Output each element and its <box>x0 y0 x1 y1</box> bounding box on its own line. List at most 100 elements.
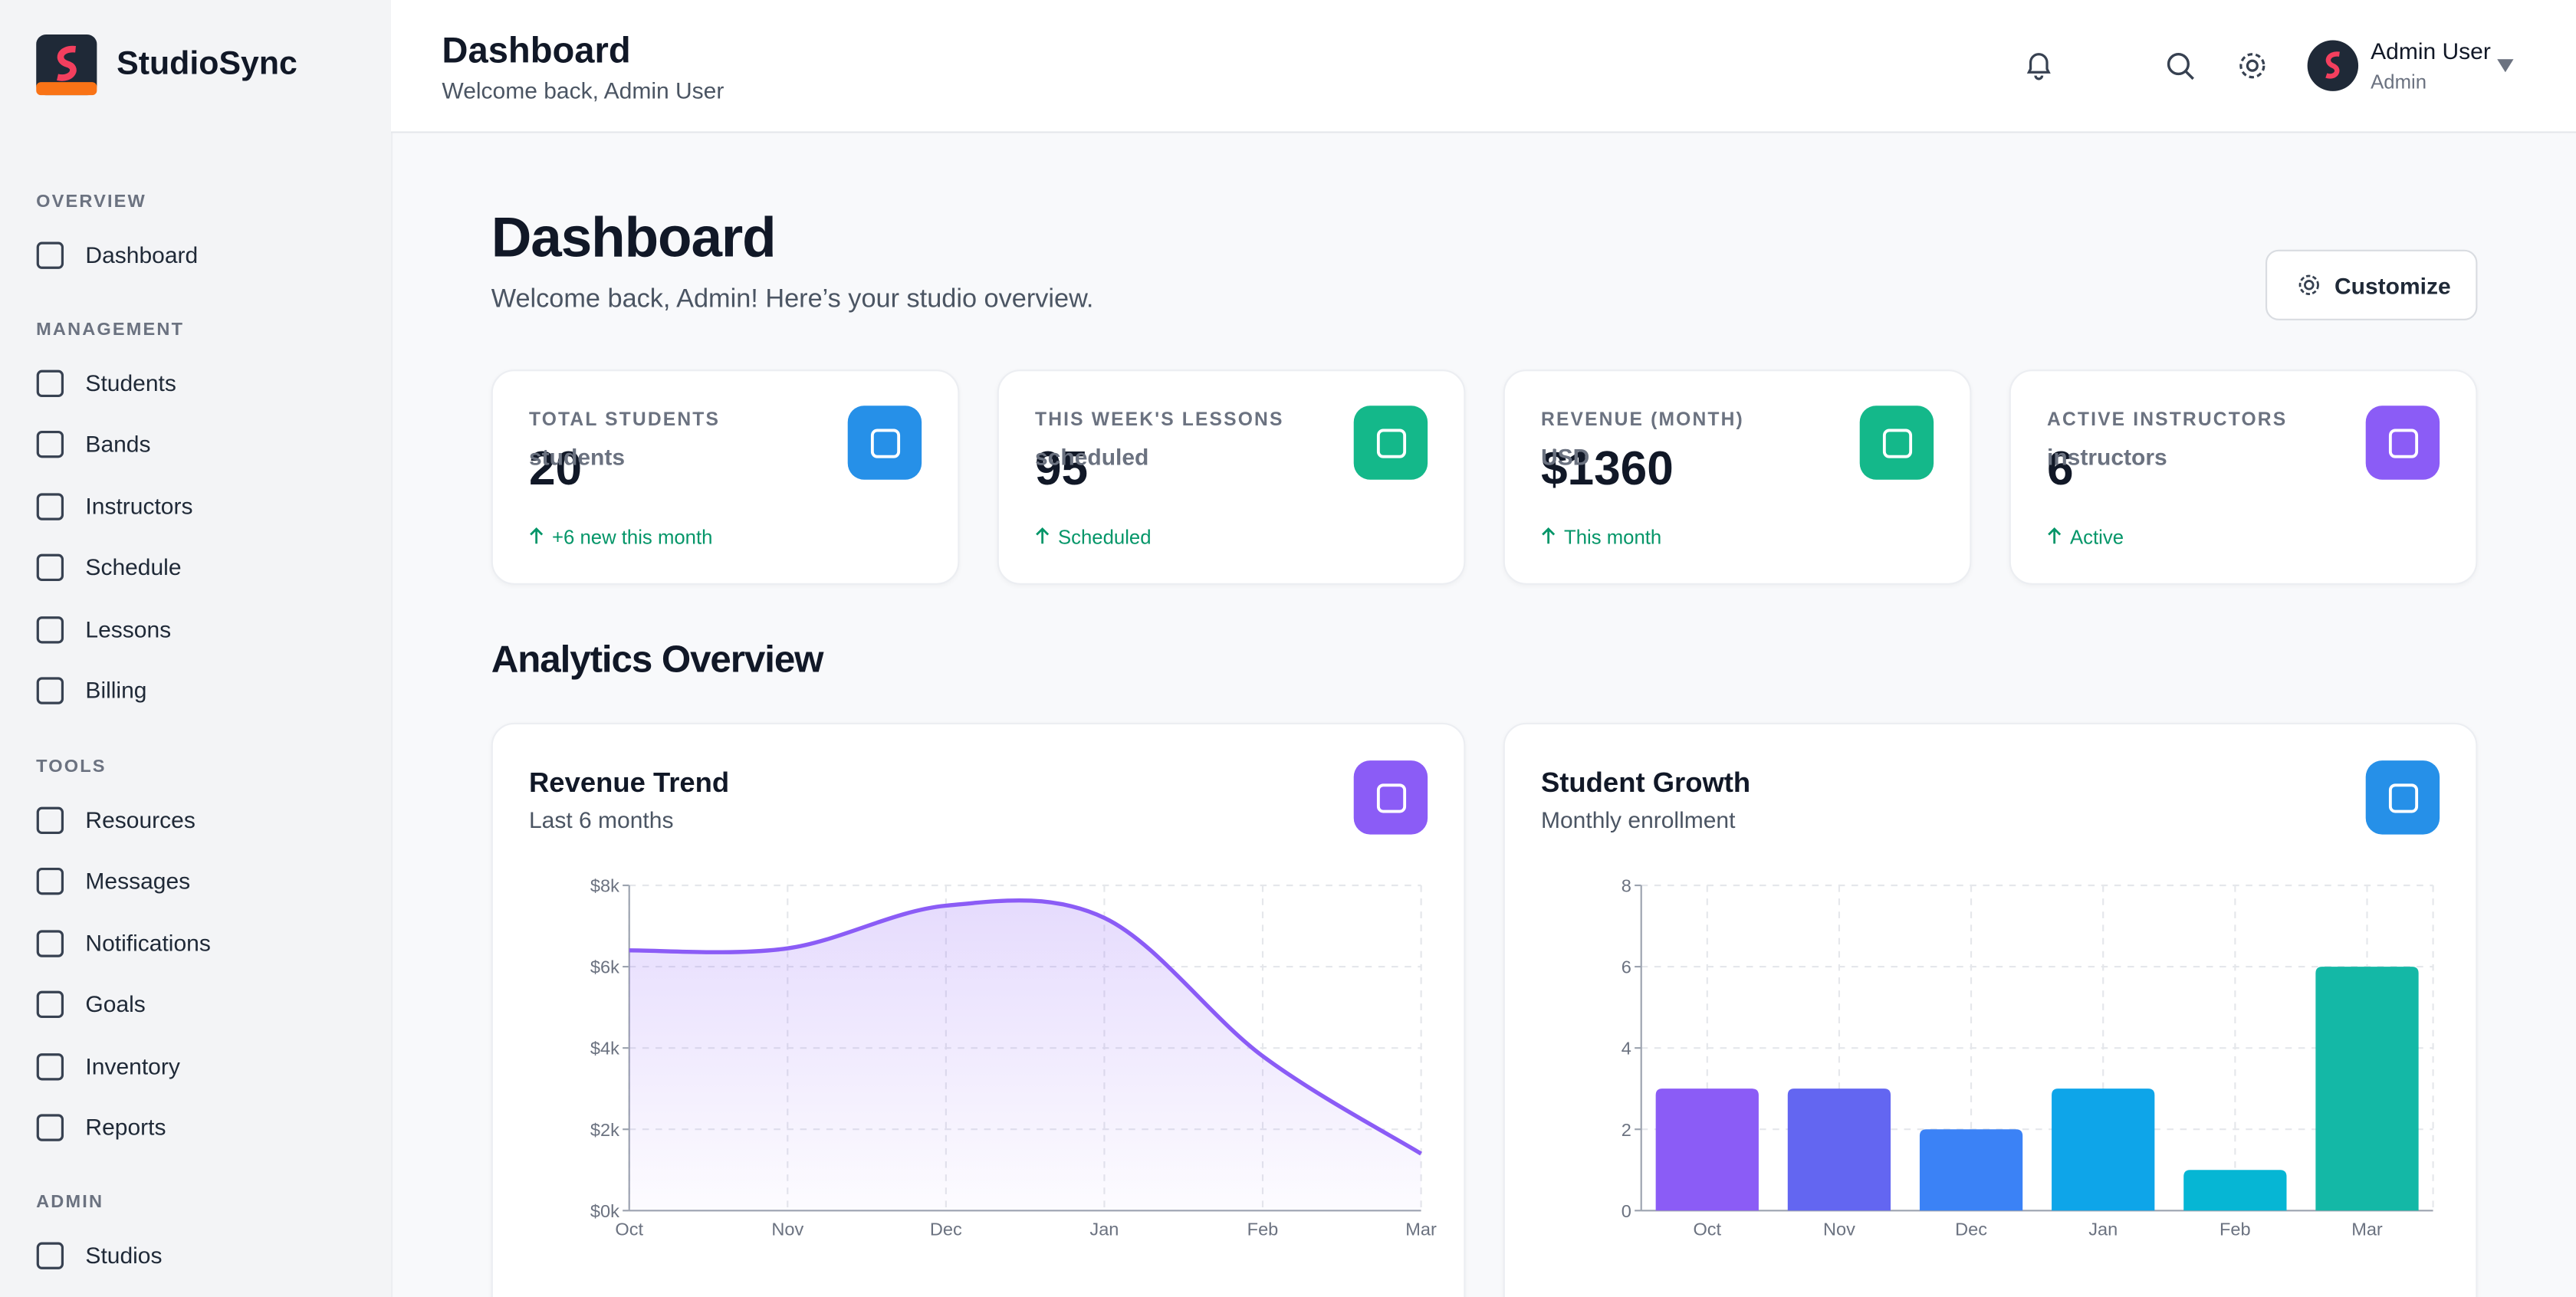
bar <box>2052 1088 2155 1211</box>
chart-card: Student Growth Monthly enrollment 0 2 4 6 8 Oct… <box>1503 722 2478 1297</box>
stat-label: ACTIVE INSTRUCTORS <box>2047 410 2288 431</box>
nav-label: Students <box>85 369 176 396</box>
avatar[interactable] <box>2307 39 2360 92</box>
nav-icon <box>36 1114 64 1141</box>
user-menu-caret[interactable] <box>2497 59 2514 73</box>
stat-label: REVENUE (MONTH) <box>1540 410 1744 431</box>
user-role: Admin <box>2371 71 2427 94</box>
stat-value: $1360 <box>1540 443 1674 497</box>
header: Dashboard Welcome back, Admin User Admin… <box>390 0 2576 133</box>
y-tick-label: $4k <box>590 1039 619 1059</box>
up-arrow-path <box>1036 527 1050 544</box>
nav-item[interactable]: Instructors <box>20 481 372 530</box>
nav-item[interactable]: Reports <box>20 1102 372 1151</box>
stat-icon <box>2365 406 2440 480</box>
stat-value: 6 <box>2047 443 2074 497</box>
gear-icon <box>2298 274 2319 295</box>
up-arrow-path <box>2048 527 2062 544</box>
stat-icon <box>847 406 922 480</box>
nav-label: Instructors <box>85 492 193 519</box>
y-tick-label: $8k <box>590 876 619 896</box>
nav-icon <box>36 492 64 520</box>
nav-icon <box>36 991 64 1019</box>
search-button[interactable] <box>2164 49 2196 82</box>
nav-item[interactable]: Lessons <box>20 604 372 653</box>
chart-icon <box>2365 760 2440 835</box>
x-tick-label: Dec <box>930 1219 962 1239</box>
line <box>629 898 1422 1156</box>
nav-icon <box>36 369 64 398</box>
bar <box>1655 1088 1759 1211</box>
stat-label: THIS WEEK'S LESSONS <box>1035 410 1284 431</box>
stat-icon-glyph <box>2387 428 2417 458</box>
settings-button[interactable] <box>2236 49 2269 82</box>
chart-title: Student Growth <box>1540 767 1751 799</box>
nav-icon-frame <box>36 554 64 582</box>
y-tick-label: 0 <box>1622 1201 1631 1221</box>
nav-icon-frame <box>36 369 64 398</box>
stat-value: 95 <box>1035 443 1089 497</box>
nav-item[interactable]: Bands <box>20 419 372 468</box>
bar <box>1787 1088 1891 1211</box>
x-tick-label: Nov <box>1823 1219 1855 1239</box>
nav-item[interactable]: Dashboard <box>20 230 372 279</box>
nav-label: Inventory <box>85 1052 180 1079</box>
nav-item[interactable]: Billing <box>20 665 372 714</box>
up-arrow-path <box>530 527 544 544</box>
y-tick-label: 4 <box>1622 1039 1631 1059</box>
chart-subtitle: Monthly enrollment <box>1540 806 1736 833</box>
chart-icon-glyph <box>1375 783 1405 813</box>
nav-icon-frame <box>36 241 64 269</box>
x-tick-label: Oct <box>1693 1219 1721 1239</box>
customize-button[interactable]: Customize <box>2266 249 2478 320</box>
nav-item[interactable]: Notifications <box>20 918 372 967</box>
bar <box>2315 967 2419 1211</box>
area <box>629 900 1421 1211</box>
nav-icon-frame <box>36 991 64 1019</box>
nav-icon-frame <box>36 868 64 896</box>
nav-item[interactable]: Inventory <box>20 1041 372 1090</box>
nav-icon-frame <box>36 1052 64 1080</box>
nav-item[interactable]: Students <box>20 358 372 407</box>
nav-item[interactable]: Resources <box>20 795 372 844</box>
stat-unit: instructors <box>2047 443 2167 470</box>
up-arrow <box>1542 527 1556 544</box>
nav-label: Dashboard <box>85 241 199 268</box>
nav-label: Notifications <box>85 929 211 956</box>
sidebar: StudioSync OVERVIEW Dashboard MANAGEMENT St… <box>0 0 393 1297</box>
x-tick-label: Oct <box>615 1219 643 1239</box>
nav-item[interactable]: Studios <box>20 1230 372 1279</box>
nav-icon <box>36 431 64 459</box>
nav-section-title: TOOLS <box>36 757 107 777</box>
nav-icon <box>36 677 64 704</box>
nav-icon <box>36 241 64 269</box>
bar <box>2183 1170 2287 1211</box>
nav-icon-frame <box>36 929 64 957</box>
stat-unit: students <box>529 443 626 470</box>
header-title: Dashboard <box>442 29 631 71</box>
stat-unit: scheduled <box>1035 443 1149 470</box>
stat-note: Active <box>2070 525 2124 549</box>
nav-label: Schedule <box>85 553 182 580</box>
nav-item[interactable]: Messages <box>20 856 372 905</box>
nav-icon-frame <box>36 677 64 704</box>
stat-note: +6 new this month <box>552 525 713 549</box>
nav-icon <box>36 1052 64 1080</box>
nav-item[interactable]: Goals <box>20 980 372 1029</box>
nav-label: Billing <box>85 676 147 704</box>
chart: 0 2 4 6 8 Oct Nov Dec Jan Feb Mar <box>1622 876 2434 1239</box>
x-tick-label: Jan <box>2088 1219 2118 1239</box>
logo <box>36 34 97 96</box>
nav-icon-frame <box>36 431 64 459</box>
page-subtitle: Welcome back, Admin! Here’s your studio … <box>491 285 1094 314</box>
nav-icon-frame <box>36 492 64 520</box>
up-arrow-path <box>1542 527 1556 544</box>
nav-section-title: ADMIN <box>36 1192 104 1213</box>
y-tick-label: 2 <box>1622 1120 1631 1140</box>
nav-item[interactable]: Schedule <box>20 543 372 592</box>
nav-label: Messages <box>85 868 191 895</box>
bell-button[interactable] <box>2022 49 2055 82</box>
y-tick-label: $2k <box>590 1120 619 1140</box>
